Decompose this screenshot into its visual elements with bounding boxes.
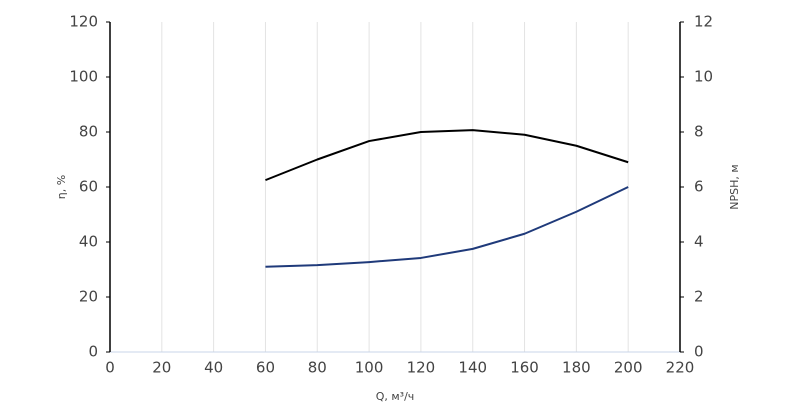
x-tick-label: 60 (256, 359, 275, 377)
line-series (265, 186, 629, 268)
y2-tick-label: 8 (694, 123, 704, 141)
x-axis-label: Q, м³/ч (376, 390, 415, 403)
x-tick-label: 160 (510, 359, 539, 377)
y2-tick-label: 4 (694, 233, 704, 251)
x-tick-label: 0 (105, 359, 115, 377)
y-tick-label: 80 (79, 123, 98, 141)
y2-tick-label: 6 (694, 178, 704, 196)
x-tick-label: 220 (666, 359, 695, 377)
y2-tick-label: 12 (694, 13, 713, 31)
line-series (265, 129, 629, 182)
x-tick-label: 40 (204, 359, 223, 377)
y2-tick-label: 2 (694, 288, 704, 306)
y2-tick-label: 10 (694, 68, 713, 86)
y2-axis-label: NPSH, м (728, 164, 741, 209)
x-tick-label: 20 (152, 359, 171, 377)
x-tick-label: 180 (562, 359, 591, 377)
x-tick-label: 80 (308, 359, 327, 377)
y-tick-label: 100 (69, 68, 98, 86)
x-tick-label: 100 (355, 359, 384, 377)
y-tick-label: 40 (79, 233, 98, 251)
x-tick-label: 120 (407, 359, 436, 377)
x-tick-label: 140 (458, 359, 487, 377)
y-tick-label: 60 (79, 178, 98, 196)
y-tick-label: 0 (88, 343, 98, 361)
y-tick-label: 120 (69, 13, 98, 31)
y-tick-label: 20 (79, 288, 98, 306)
y2-tick-label: 0 (694, 343, 704, 361)
x-tick-label: 200 (614, 359, 643, 377)
y-axis-label: η, % (55, 175, 68, 199)
